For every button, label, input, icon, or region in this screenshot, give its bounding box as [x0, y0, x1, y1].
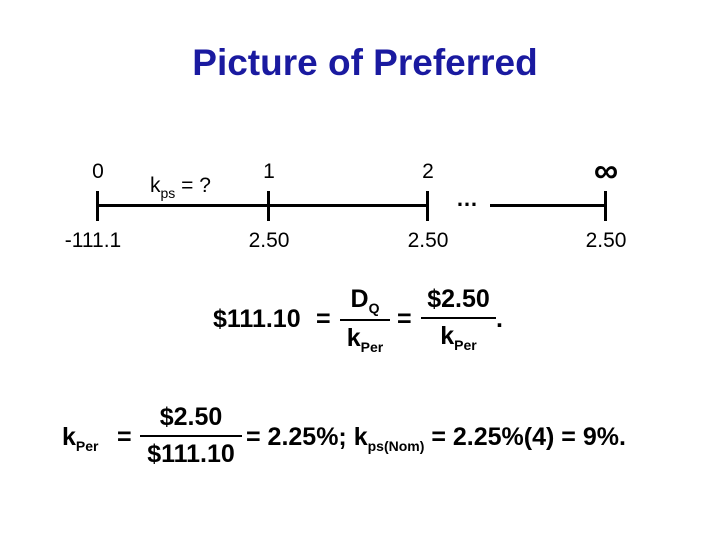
cash-flow: 2.50: [407, 229, 449, 252]
tick: [96, 191, 99, 221]
timeline-line: [490, 204, 607, 207]
denominator: kPer: [346, 324, 384, 355]
timeline-line: [97, 204, 429, 207]
cash-flow: -111.1: [64, 229, 122, 252]
slide-title: Picture of Preferred: [192, 42, 538, 83]
denominator: $111.10: [147, 440, 235, 468]
numerator: $2.50: [159, 403, 223, 431]
denominator: kPer: [440, 322, 477, 353]
eq1-fraction-2: $2.50 kPer: [421, 285, 496, 353]
eq1-equals: =: [316, 305, 331, 333]
fraction-bar: [340, 319, 390, 321]
tick: [426, 191, 429, 221]
eq1-lhs: $111.10: [213, 305, 301, 333]
period-label: 1: [263, 160, 275, 183]
fraction-bar: [140, 435, 242, 437]
numerator: $2.50: [427, 285, 490, 313]
tick: [604, 191, 607, 221]
rate-label: kps = ?: [150, 174, 211, 201]
eq1-fraction-1: DQ kPer: [340, 285, 390, 355]
period-label-infinity: ∞: [593, 152, 619, 190]
cash-flow: 2.50: [248, 229, 290, 252]
period-label: 0: [92, 160, 104, 183]
ellipsis: …: [456, 186, 478, 211]
fraction-bar: [421, 317, 496, 319]
cash-flow: 2.50: [585, 229, 627, 252]
period-label: 2: [422, 160, 434, 183]
rate-sub: ps: [160, 185, 176, 201]
tick: [267, 191, 270, 221]
numerator: DQ: [350, 285, 380, 316]
eq2-fraction: $2.50 $111.10: [140, 403, 242, 469]
eq2-lhs: kPer: [62, 423, 99, 454]
rate-k: k: [150, 174, 161, 197]
eq1-equals-2: =: [397, 305, 412, 333]
eq1-period: .: [496, 305, 503, 333]
rate-suffix: = ?: [175, 174, 211, 197]
eq2-equals: =: [117, 423, 132, 451]
eq2-result: = 2.25%; kps(Nom) = 2.25%(4) = 9%.: [246, 423, 626, 454]
